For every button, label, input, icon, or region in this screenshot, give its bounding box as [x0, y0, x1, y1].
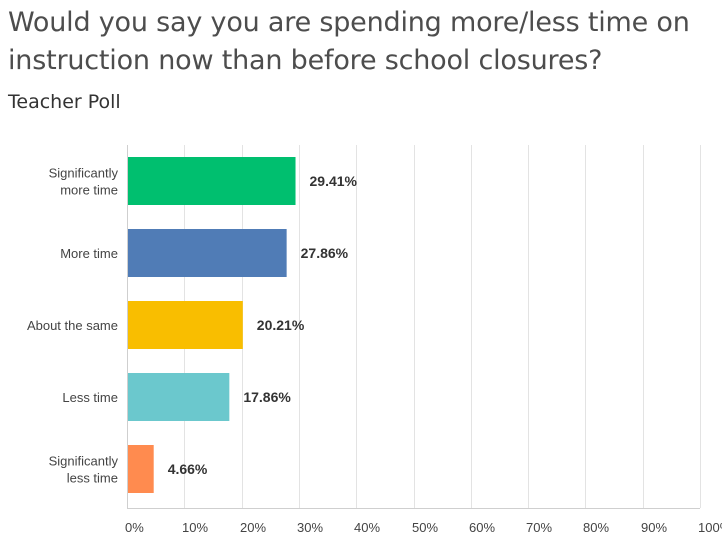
value-label-4: 4.66%	[168, 461, 208, 477]
value-label-1: 27.86%	[301, 245, 349, 261]
category-label-2: About the same	[27, 318, 118, 333]
bar-1	[128, 229, 287, 277]
category-label-3: Less time	[62, 390, 118, 405]
value-label-0: 29.41%	[310, 173, 358, 189]
x-tick-label-50: 50%	[412, 520, 438, 535]
category-labels: Significantly more time More time About the…	[27, 166, 119, 486]
x-tick-label-70: 70%	[526, 520, 552, 535]
bars	[128, 157, 296, 493]
value-label-2: 20.21%	[257, 317, 305, 333]
bar-3	[128, 373, 230, 421]
x-tick-label-100: 100%	[698, 520, 722, 535]
x-tick-label-20: 20%	[240, 520, 266, 535]
x-tick-label-0: 0%	[125, 520, 144, 535]
category-label-0: Significantly more time	[49, 166, 119, 198]
x-tick-label-40: 40%	[354, 520, 380, 535]
bar-4	[128, 445, 154, 493]
value-label-3: 17.86%	[243, 389, 291, 405]
x-tick-label-80: 80%	[583, 520, 609, 535]
x-tick-label-10: 10%	[182, 520, 208, 535]
value-labels: 29.41% 27.86% 20.21% 17.86% 4.66%	[168, 173, 358, 477]
chart-subtitle: Teacher Poll	[8, 91, 121, 113]
category-label-1: More time	[60, 246, 118, 261]
category-label-4: Significantly less time	[49, 454, 119, 486]
bar-0	[128, 157, 296, 205]
x-tick-label-60: 60%	[469, 520, 495, 535]
x-axis-ticks: 0% 10% 20% 30% 40% 50% 60% 70% 80% 90% 100%	[125, 520, 722, 535]
x-tick-label-30: 30%	[297, 520, 323, 535]
x-tick-label-90: 90%	[641, 520, 667, 535]
chart-title: Would you say you are spending more/less…	[8, 7, 690, 76]
bar-2	[128, 301, 243, 349]
